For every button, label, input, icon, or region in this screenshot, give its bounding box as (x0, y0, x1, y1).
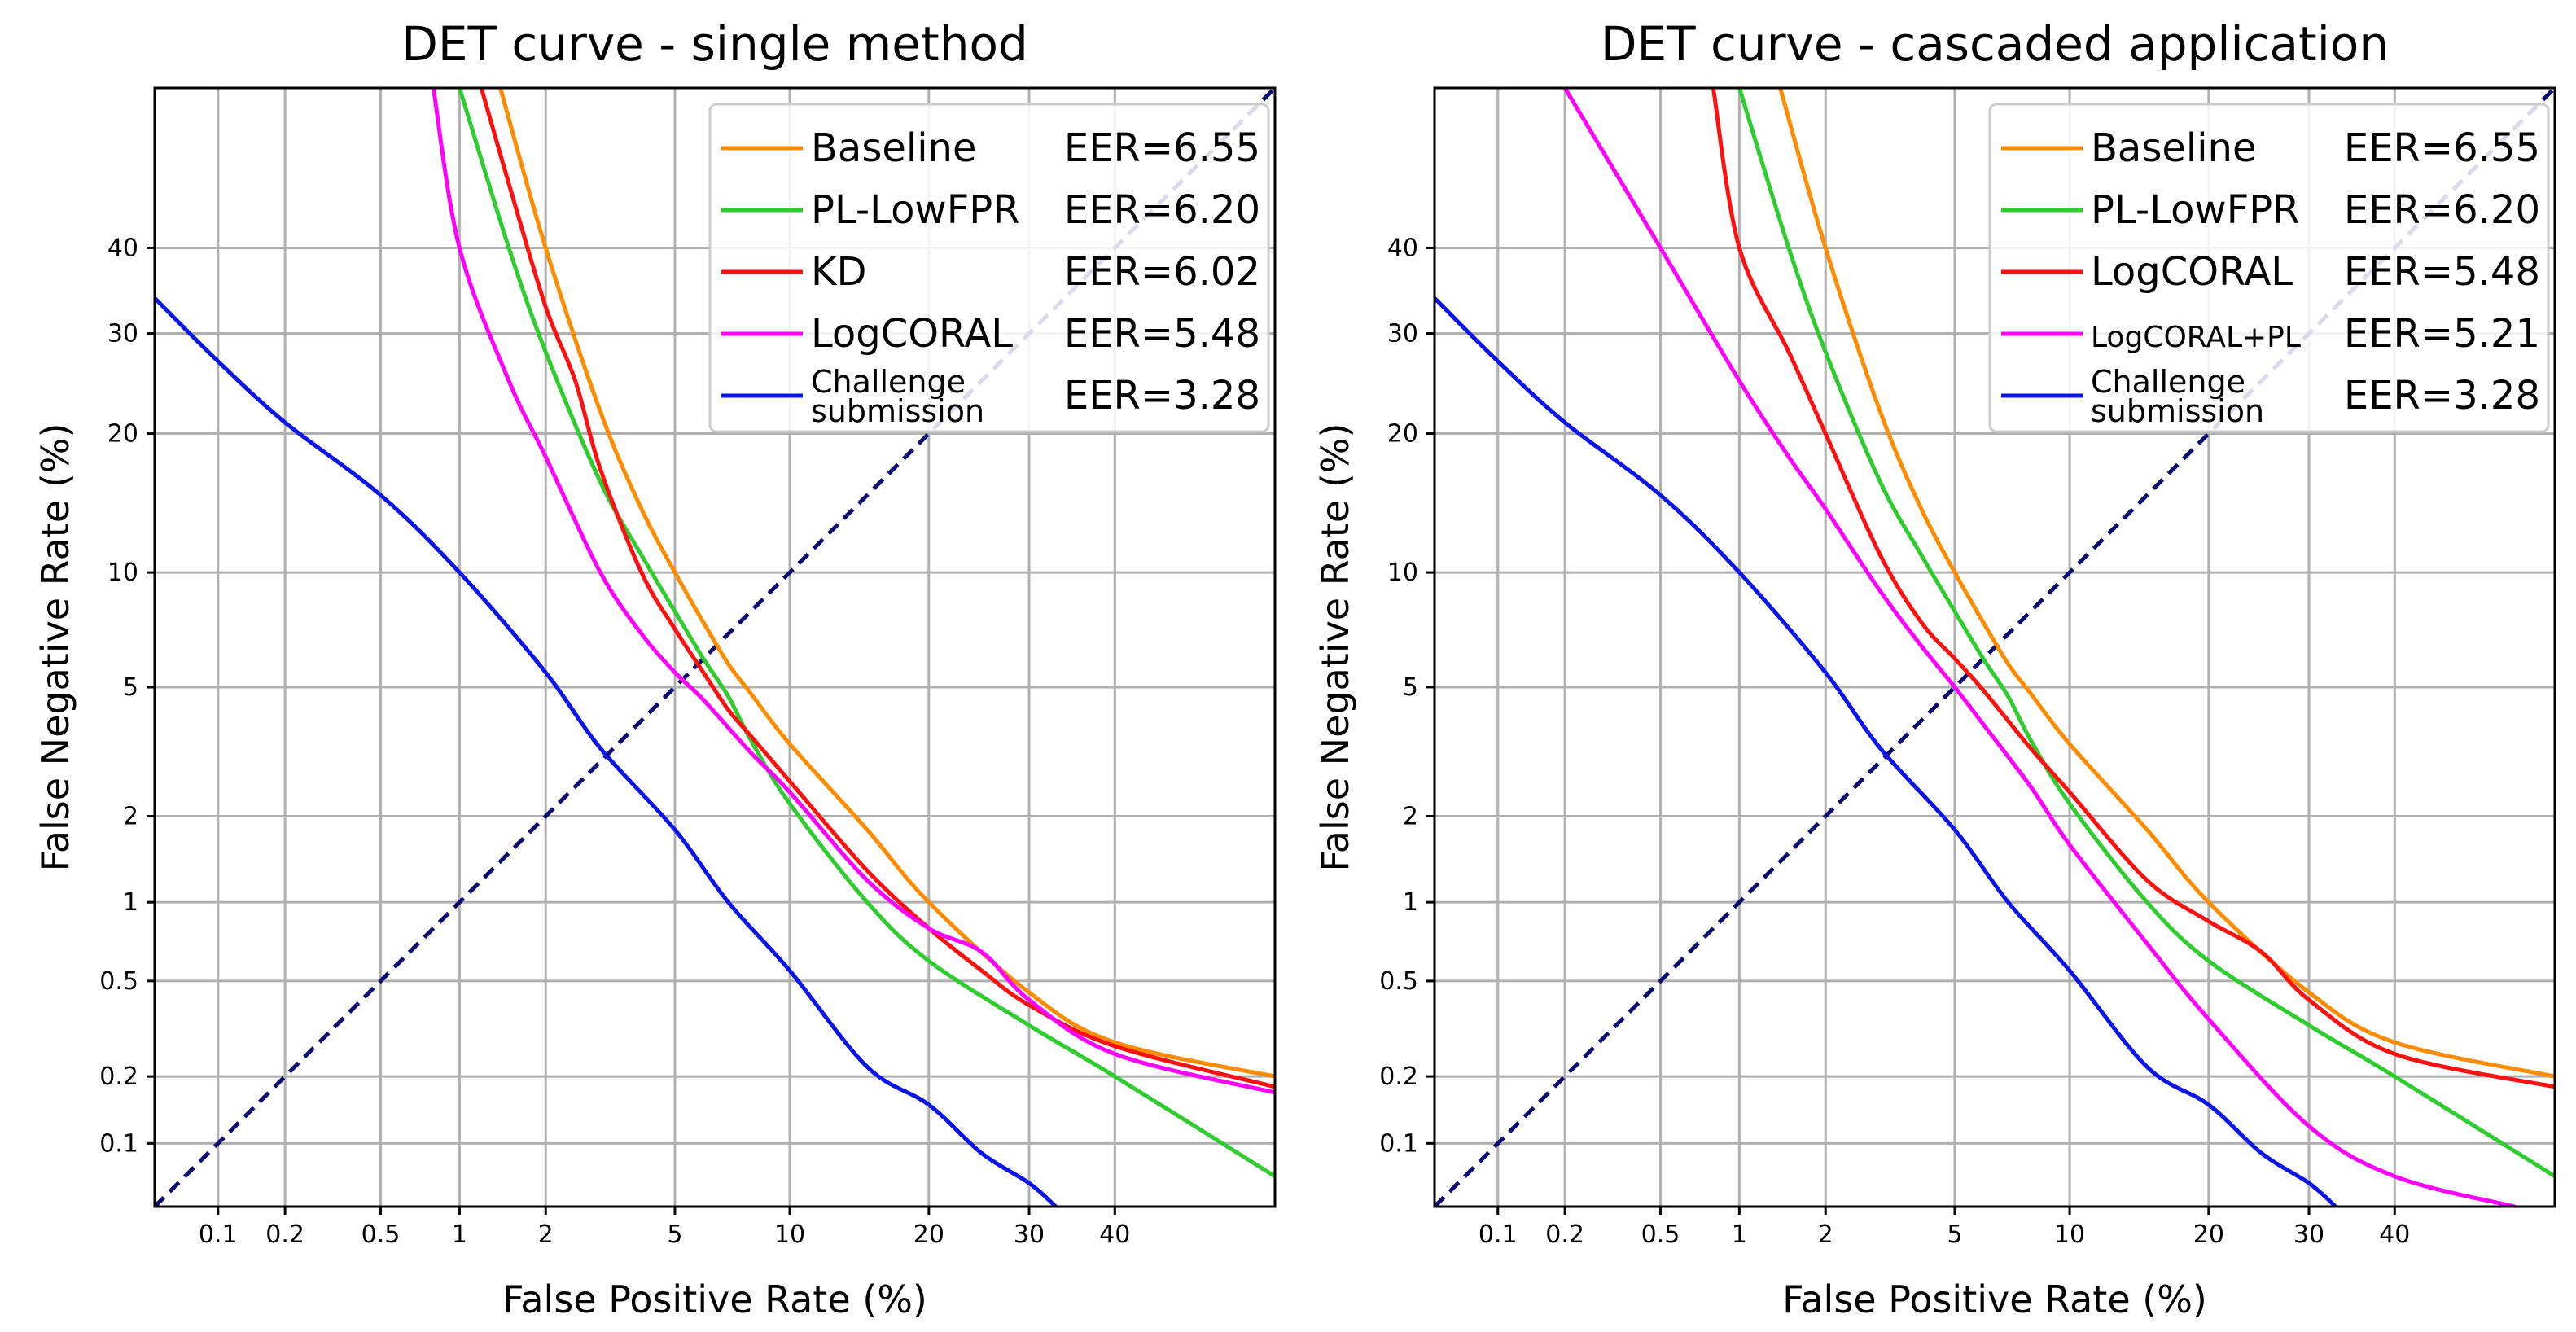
y-tick-label: 40 (107, 234, 138, 262)
det-chart-single-method: 0.1 0.2 0.5 1 2 5 10 20 30 40 0.1 0.2 0.5 1 2 5 10 20 30 40… (33, 16, 1277, 1321)
series-line-baseline (498, 88, 1275, 1079)
y-tick-label: 10 (1387, 559, 1418, 587)
legend-label: PL-LowFPR (2091, 187, 2300, 233)
legend-eer-value: EER=3.28 (1064, 373, 1260, 418)
x-tick-label: 1 (452, 1220, 467, 1249)
legend: Baseline EER=6.55 PL-LowFPR EER=6.20 KD EER=6… (708, 103, 1270, 433)
x-tick-label: 40 (2379, 1220, 2410, 1249)
legend-eer-value: EER=5.48 (2344, 249, 2540, 295)
x-tick-label: 5 (1947, 1220, 1962, 1249)
legend-label: LogCORAL+PL (2091, 321, 2301, 354)
x-tick-label: 0.1 (199, 1220, 238, 1249)
legend-eer-value: EER=5.21 (2344, 311, 2540, 357)
x-tick-label: 1 (1732, 1220, 1747, 1249)
legend-label: LogCORAL (2091, 249, 2293, 295)
x-tick-label: 20 (2193, 1220, 2224, 1249)
legend-eer-value: EER=6.20 (1064, 187, 1260, 233)
x-tick-label: 5 (667, 1220, 682, 1249)
legend-label: Challenge submission (2091, 364, 2264, 429)
y-axis-label: False Negative Rate (%) (1313, 423, 1357, 872)
series-line-pl-lowfpr (1737, 88, 2555, 1179)
y-tick-label: 0.5 (99, 967, 138, 996)
series-line-logcoral-pl (1562, 88, 2517, 1207)
legend-label: Baseline (2091, 125, 2257, 171)
y-tick-label: 2 (1403, 802, 1418, 830)
y-tick-label: 40 (1387, 234, 1418, 262)
y-tick-label: 1 (123, 888, 138, 917)
y-tick-label: 0.5 (1379, 967, 1418, 996)
legend-label: LogCORAL (811, 311, 1013, 357)
legend-box (708, 103, 1270, 433)
series-line-baseline (1778, 88, 2555, 1079)
y-tick-label: 30 (107, 320, 138, 348)
legend-label: Baseline (811, 125, 977, 171)
y-tick-label: 5 (1403, 673, 1418, 702)
y-tick-label: 30 (1387, 320, 1418, 348)
x-tick-label: 30 (2293, 1220, 2324, 1249)
legend-eer-value: EER=6.20 (2344, 187, 2540, 233)
y-tick-label: 1 (1403, 888, 1418, 917)
series-line-challenge-submission (1435, 296, 2338, 1207)
y-tick-label: 0.2 (1379, 1063, 1418, 1091)
series-line-pl-lowfpr (457, 88, 1275, 1179)
x-tick-label: 30 (1014, 1220, 1045, 1249)
x-tick-label: 0.5 (1641, 1220, 1680, 1249)
grid-lines (155, 88, 1275, 1207)
chart-title: DET curve - single method (401, 16, 1028, 72)
legend-box (1988, 103, 2550, 433)
x-axis-label: False Positive Rate (%) (502, 1277, 927, 1321)
legend-eer-value: EER=6.55 (2344, 125, 2540, 171)
y-axis-label: False Negative Rate (%) (33, 423, 77, 872)
x-tick-label: 0.5 (361, 1220, 401, 1249)
y-tick-label: 2 (123, 802, 138, 830)
x-tick-label: 0.2 (1545, 1220, 1584, 1249)
legend-eer-value: EER=6.02 (1064, 249, 1260, 295)
series-line-kd (479, 88, 1275, 1089)
x-tick-label: 2 (1818, 1220, 1833, 1249)
legend-label: KD (811, 249, 866, 295)
x-tick-label: 10 (2054, 1220, 2085, 1249)
legend-eer-value: EER=3.28 (2344, 373, 2540, 418)
legend-label: Challenge submission (811, 364, 984, 429)
grid-lines (1435, 88, 2555, 1207)
legend-label: PL-LowFPR (811, 187, 1020, 233)
y-tick-label: 0.1 (99, 1129, 138, 1158)
y-tick-label: 20 (1387, 420, 1418, 449)
series-line-logcoral (1711, 88, 2555, 1089)
y-tick-label: 10 (107, 559, 138, 587)
plot-frame (1433, 86, 2556, 1208)
legend-eer-value: EER=6.55 (1064, 125, 1260, 171)
y-tick-label: 0.2 (99, 1063, 138, 1091)
series-line-challenge-submission (155, 296, 1058, 1207)
x-axis-label: False Positive Rate (%) (1782, 1277, 2207, 1321)
y-tick-label: 5 (123, 673, 138, 702)
x-tick-label: 10 (774, 1220, 805, 1249)
x-tick-label: 40 (1099, 1220, 1130, 1249)
plot-frame (153, 86, 1277, 1208)
x-tick-label: 2 (538, 1220, 554, 1249)
legend: Baseline EER=6.55 PL-LowFPR EER=6.20 LogCORA… (1988, 103, 2550, 433)
chart-title: DET curve - cascaded application (1601, 16, 2389, 72)
y-tick-label: 20 (107, 420, 138, 449)
series-line-logcoral (431, 88, 1275, 1095)
x-tick-label: 0.1 (1479, 1220, 1518, 1249)
x-tick-label: 0.2 (265, 1220, 304, 1249)
y-tick-label: 0.1 (1379, 1129, 1418, 1158)
legend-eer-value: EER=5.48 (1064, 311, 1260, 357)
x-tick-label: 20 (913, 1220, 944, 1249)
det-chart-cascaded-application: 0.1 0.2 0.5 1 2 5 10 20 30 40 0.1 0.2 0.5 1 2 5 10 20 30 40… (1313, 16, 2556, 1321)
